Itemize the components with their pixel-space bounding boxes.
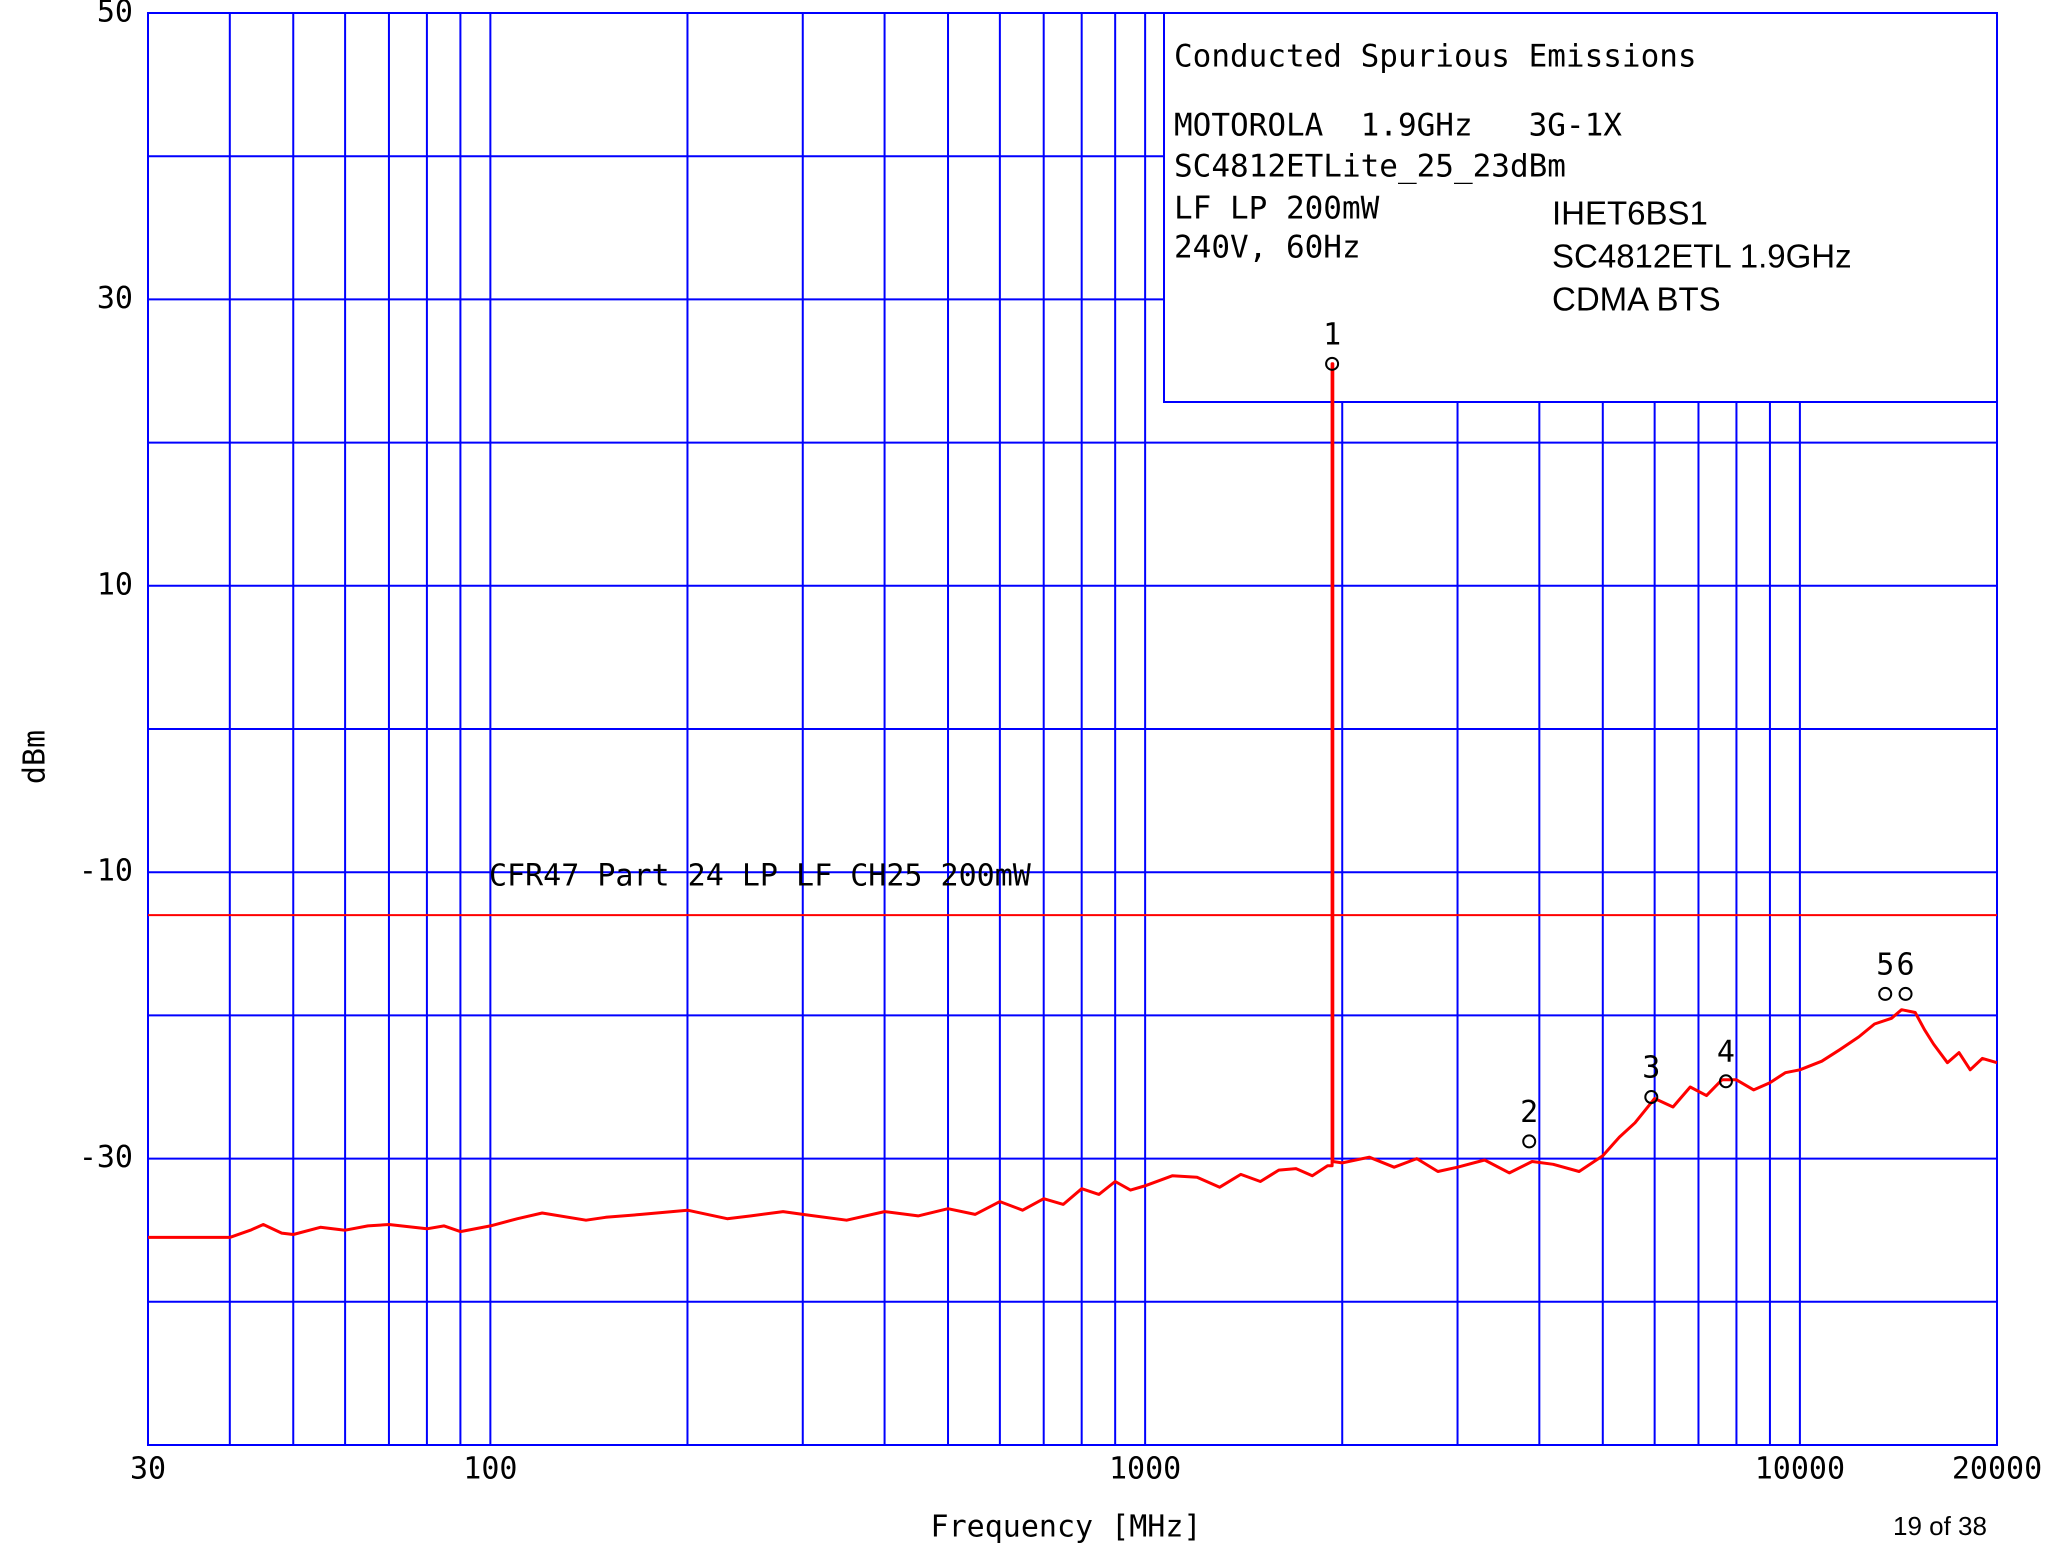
marker — [1644, 1090, 1659, 1105]
annotation: IHET6BS1 — [1552, 195, 1708, 232]
annotation: CDMA BTS — [1552, 281, 1721, 318]
y-tick-label: -30 — [79, 1140, 133, 1175]
info-text: MOTOROLA 1.9GHz 3G-1X — [1174, 108, 1622, 144]
marker-label: 6 — [1897, 947, 1915, 982]
marker-label: 3 — [1642, 1051, 1660, 1086]
y-tick-label: -10 — [79, 854, 133, 889]
trace — [148, 362, 1998, 1239]
x-axis-label: Frequency [MHz] — [931, 1510, 1202, 1545]
info-text: SC4812ETLite_25_23dBm — [1174, 149, 1566, 185]
y-tick-label: 30 — [97, 281, 133, 316]
marker-label: 5 — [1876, 947, 1894, 982]
x-tick-label: 1000 — [1109, 1452, 1181, 1487]
annotation: SC4812ETL 1.9GHz — [1552, 238, 1852, 275]
marker — [1325, 356, 1340, 371]
info-box — [1163, 12, 1998, 403]
marker-label: 4 — [1717, 1035, 1735, 1070]
page-number: 19 of 38 — [1893, 1511, 1987, 1541]
y-tick-label: 10 — [97, 567, 133, 602]
y-tick-label: 50 — [97, 0, 133, 30]
info-text: Conducted Spurious Emissions — [1174, 39, 1697, 75]
limit-label: CFR47 Part 24 LP LF CH25 200mW — [489, 859, 1032, 894]
marker — [1522, 1134, 1537, 1149]
marker — [1718, 1074, 1733, 1089]
x-tick-label: 20000 — [1952, 1452, 2042, 1487]
marker-label: 2 — [1520, 1095, 1538, 1130]
x-tick-label: 100 — [463, 1452, 517, 1487]
marker-label: 1 — [1323, 317, 1341, 352]
x-tick-label: 30 — [130, 1452, 166, 1487]
marker — [1898, 986, 1913, 1001]
info-text: 240V, 60Hz — [1174, 230, 1361, 266]
info-text: LF LP 200mW — [1174, 191, 1380, 227]
marker — [1878, 986, 1893, 1001]
y-axis-label: dBm — [18, 730, 53, 784]
x-tick-label: 10000 — [1755, 1452, 1845, 1487]
